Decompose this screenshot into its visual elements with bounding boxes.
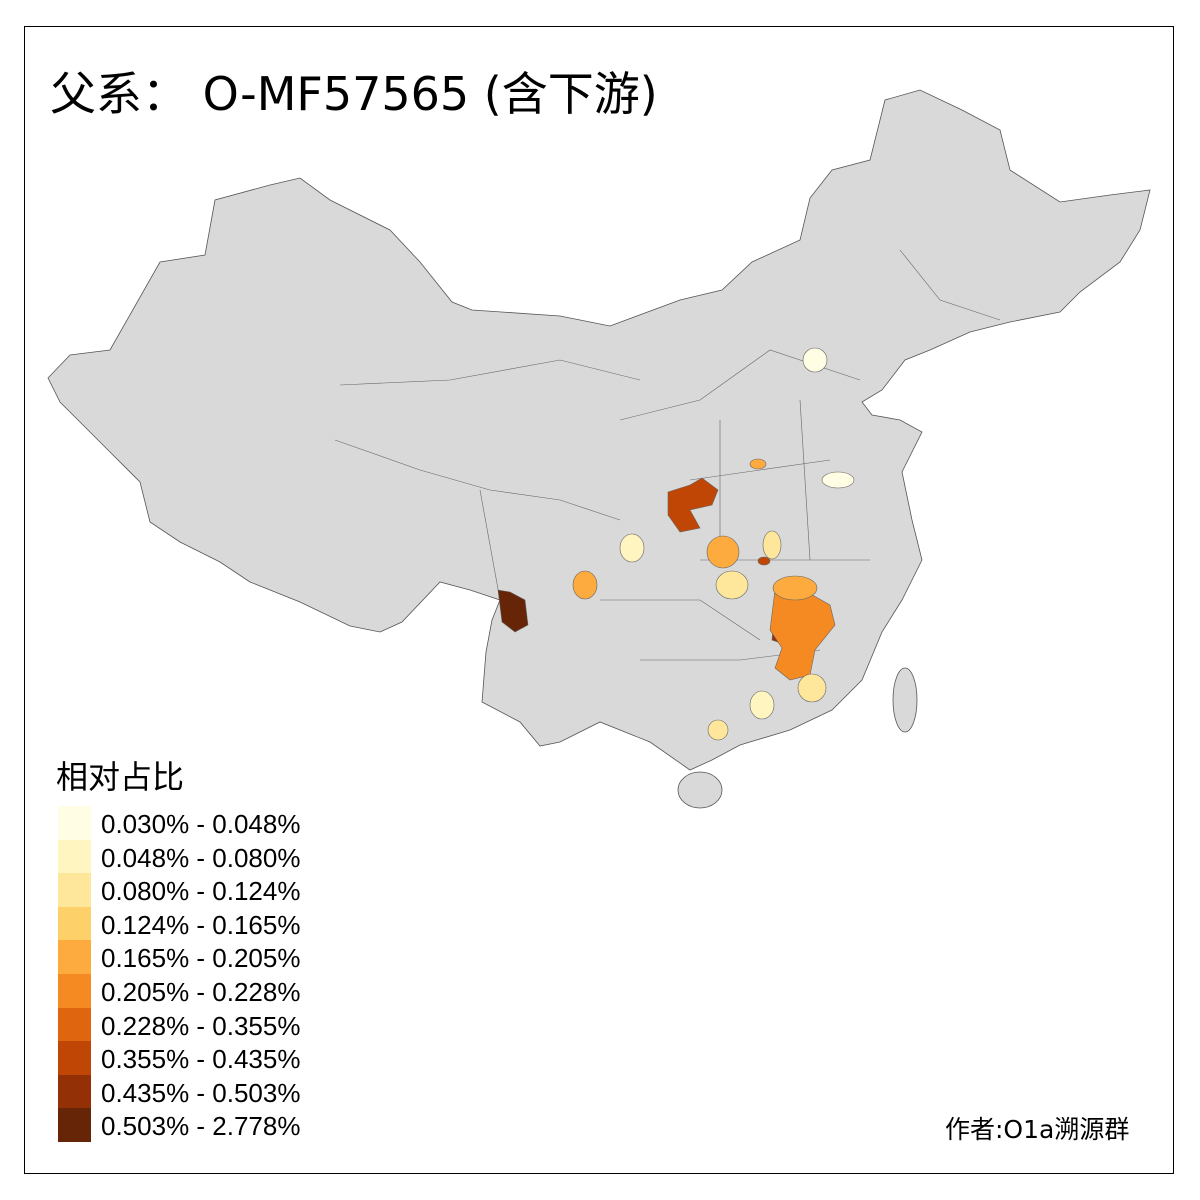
china-base-region bbox=[47, 89, 1151, 771]
map-title: 父系： O-MF57565 (含下游) bbox=[50, 67, 658, 121]
legend-swatch bbox=[58, 974, 91, 1008]
legend-item: 0.228% - 0.355% bbox=[58, 1007, 358, 1042]
legend-item: 0.435% - 0.503% bbox=[58, 1074, 358, 1109]
legend-item: 0.165% - 0.205% bbox=[58, 940, 358, 975]
legend-swatch bbox=[58, 1007, 91, 1042]
region-shaded bbox=[667, 477, 719, 533]
region-shaded bbox=[797, 673, 827, 703]
legend-swatch bbox=[58, 839, 91, 874]
region-shaded bbox=[757, 556, 771, 566]
region-shaded bbox=[619, 533, 645, 563]
region-shaded bbox=[749, 458, 767, 470]
region-shaded bbox=[772, 575, 818, 601]
region-shaded bbox=[706, 535, 740, 569]
legend-title: 相对占比 bbox=[56, 758, 185, 796]
legend-swatch bbox=[58, 940, 91, 975]
legend-swatch bbox=[58, 873, 91, 908]
region-shaded bbox=[749, 690, 775, 720]
legend-item: 0.030% - 0.048% bbox=[58, 806, 358, 840]
legend-label: 0.355% - 0.435% bbox=[101, 1044, 301, 1075]
region-shaded bbox=[497, 589, 529, 633]
legend-item: 0.048% - 0.080% bbox=[58, 839, 358, 874]
legend-label: 0.048% - 0.080% bbox=[101, 842, 301, 873]
region-shaded bbox=[572, 570, 598, 600]
legend-item: 0.355% - 0.435% bbox=[58, 1041, 358, 1076]
legend-label: 0.124% - 0.165% bbox=[101, 909, 301, 940]
legend-label: 0.080% - 0.124% bbox=[101, 876, 301, 907]
region-shaded bbox=[707, 719, 729, 741]
region-shaded bbox=[821, 471, 855, 489]
legend-label: 0.503% - 2.778% bbox=[101, 1111, 301, 1142]
figure-border bbox=[24, 26, 1174, 1174]
legend-swatch bbox=[58, 1074, 91, 1109]
region-shaded bbox=[802, 347, 828, 373]
legend-item: 0.080% - 0.124% bbox=[58, 873, 358, 908]
highlighted-regions bbox=[497, 347, 855, 741]
legend-item: 0.503% - 2.778% bbox=[58, 1108, 358, 1143]
author-credit: 作者:O1a溯源群 bbox=[945, 1115, 1130, 1144]
internal-borders bbox=[334, 249, 1001, 661]
legend-swatch bbox=[58, 906, 91, 941]
legend-label: 0.435% - 0.503% bbox=[101, 1077, 301, 1108]
legend-label: 0.228% - 0.355% bbox=[101, 1010, 301, 1041]
legend-swatch bbox=[58, 1041, 91, 1076]
legend-item: 0.124% - 0.165% bbox=[58, 906, 358, 941]
legend-label: 0.205% - 0.228% bbox=[101, 977, 301, 1007]
legend-label: 0.165% - 0.205% bbox=[101, 943, 301, 974]
legend-label: 0.030% - 0.048% bbox=[101, 809, 301, 839]
taiwan-island bbox=[892, 667, 918, 733]
hainan-island bbox=[677, 771, 723, 809]
legend-swatch bbox=[58, 1108, 91, 1143]
region-shaded bbox=[762, 530, 782, 560]
region-shaded bbox=[715, 570, 749, 600]
legend-swatch bbox=[58, 806, 91, 840]
legend-item: 0.205% - 0.228% bbox=[58, 974, 358, 1008]
